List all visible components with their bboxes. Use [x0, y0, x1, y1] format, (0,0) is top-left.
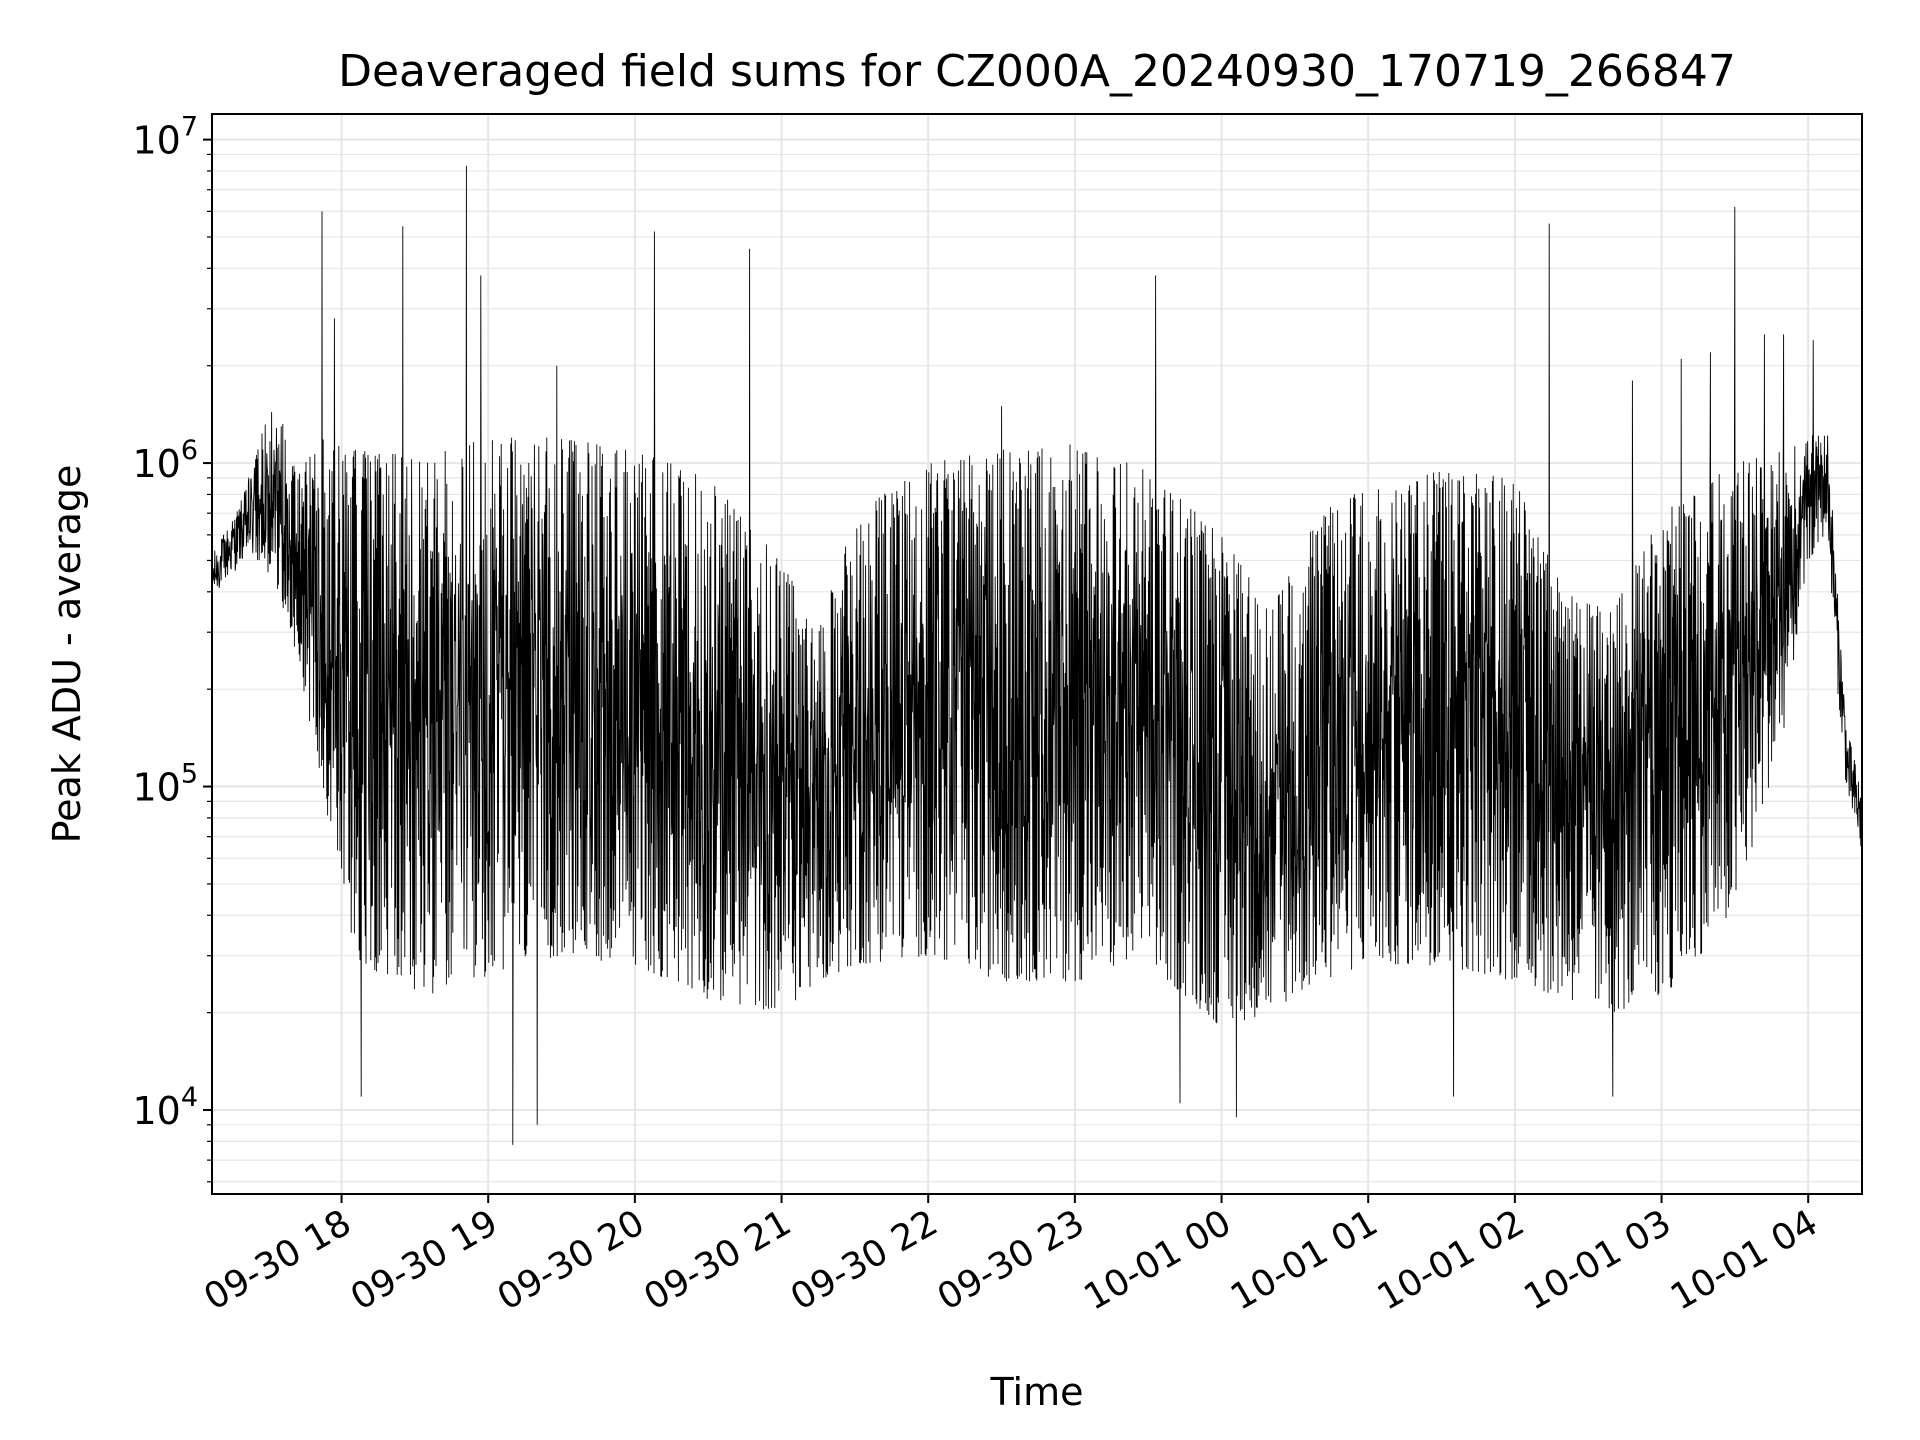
- axes-frame: [211, 113, 1863, 1195]
- y-tick-label: 107: [132, 112, 198, 163]
- plot-area: [211, 165, 1863, 1145]
- chart-title: Deaveraged field sums for CZ000A_2024093…: [338, 46, 1736, 97]
- x-axis-label: Time: [990, 1370, 1084, 1414]
- data-series-line: [211, 165, 1863, 1145]
- y-axis-label: Peak ADU - average: [45, 465, 89, 844]
